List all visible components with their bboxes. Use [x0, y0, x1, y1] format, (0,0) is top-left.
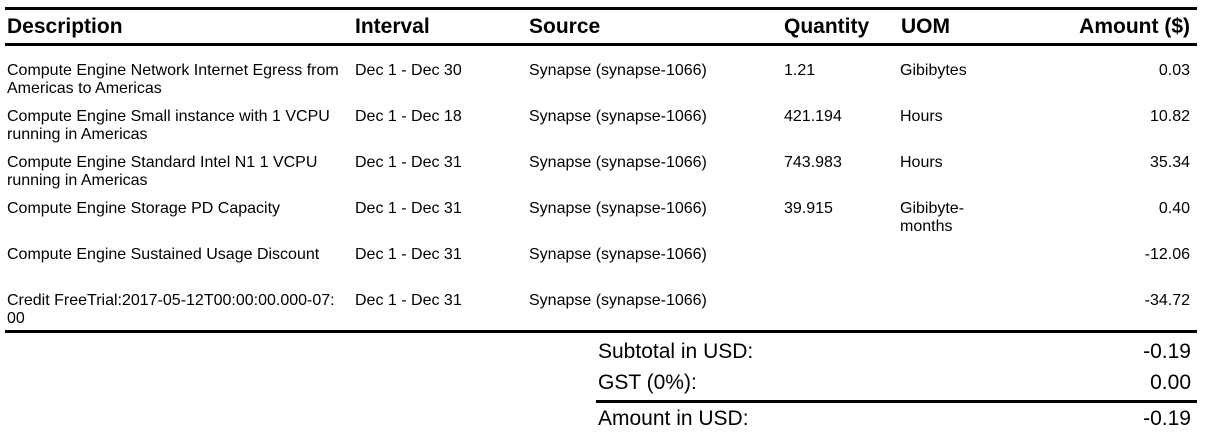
row-description: Compute Engine Standard Intel N1 1 VCPU … — [7, 154, 318, 189]
row-description: Compute Engine Sustained Usage Discount — [7, 246, 320, 263]
gst-label: GST (0%): — [598, 371, 697, 394]
table-row: Compute Engine Small instance with 1 VCP… — [0, 108, 1225, 154]
row-interval: Dec 1 - Dec 30 — [355, 62, 462, 79]
row-interval: Dec 1 - Dec 31 — [355, 246, 462, 263]
totals-rule — [596, 400, 1197, 403]
row-uom: Gibibytes — [900, 62, 967, 79]
gst-value: 0.00 — [1150, 371, 1191, 394]
header-source: Source — [529, 15, 601, 38]
table-top-rule — [5, 7, 1197, 10]
header-rule — [5, 43, 1197, 46]
header-amount: Amount ($) — [1079, 15, 1190, 38]
row-source: Synapse (synapse-1066) — [529, 154, 707, 171]
row-amount: -34.72 — [1144, 292, 1190, 309]
table-bottom-rule — [5, 330, 1197, 333]
row-description: Compute Engine Storage PD Capacity — [7, 200, 281, 217]
amount-label: Amount in USD: — [598, 407, 749, 430]
row-amount: -12.06 — [1144, 246, 1190, 263]
row-uom: Hours — [900, 154, 943, 171]
row-amount: 10.82 — [1149, 108, 1190, 125]
header-interval: Interval — [355, 15, 430, 38]
row-description: Compute Engine Network Internet Egress f… — [7, 62, 339, 97]
subtotal-label: Subtotal in USD: — [598, 340, 754, 363]
row-interval: Dec 1 - Dec 18 — [355, 108, 462, 125]
row-amount: 0.40 — [1158, 200, 1190, 217]
row-amount: 35.34 — [1149, 154, 1190, 171]
row-quantity: 743.983 — [784, 154, 842, 171]
table-row: Compute Engine Network Internet Egress f… — [0, 62, 1225, 108]
row-uom: Hours — [900, 108, 943, 125]
row-description: Credit FreeTrial:2017-05-12T00:00:00.000… — [7, 292, 335, 327]
row-interval: Dec 1 - Dec 31 — [355, 154, 462, 171]
row-source: Synapse (synapse-1066) — [529, 292, 707, 309]
row-source: Synapse (synapse-1066) — [529, 62, 707, 79]
row-interval: Dec 1 - Dec 31 — [355, 292, 462, 309]
amount-value: -0.19 — [1143, 407, 1191, 430]
table-row: Credit FreeTrial:2017-05-12T00:00:00.000… — [0, 292, 1225, 338]
subtotal-value: -0.19 — [1143, 340, 1191, 363]
row-interval: Dec 1 - Dec 31 — [355, 200, 462, 217]
table-row: Compute Engine Standard Intel N1 1 VCPU … — [0, 154, 1225, 200]
row-quantity: 421.194 — [784, 108, 842, 125]
row-quantity: 1.21 — [784, 62, 816, 79]
row-description: Compute Engine Small instance with 1 VCP… — [7, 108, 330, 143]
header-uom: UOM — [901, 15, 950, 38]
row-source: Synapse (synapse-1066) — [529, 108, 707, 125]
table-row: Compute Engine Storage PD Capacity Dec 1… — [0, 200, 1225, 246]
row-source: Synapse (synapse-1066) — [529, 200, 707, 217]
table-row: Compute Engine Sustained Usage Discount … — [0, 246, 1225, 292]
row-source: Synapse (synapse-1066) — [529, 246, 707, 263]
row-quantity: 39.915 — [784, 200, 833, 217]
header-quantity: Quantity — [784, 15, 870, 38]
row-amount: 0.03 — [1158, 62, 1190, 79]
header-description: Description — [7, 15, 123, 38]
row-uom: Gibibyte-months — [900, 200, 965, 235]
